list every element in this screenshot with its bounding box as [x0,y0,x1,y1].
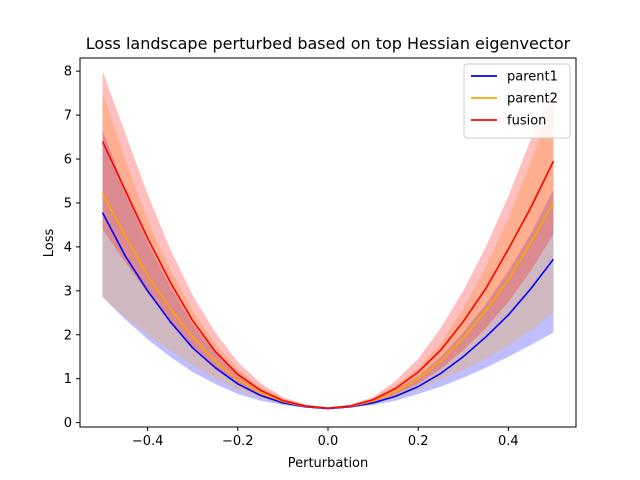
y-tick-label: 7 [64,109,72,124]
y-tick-label: 5 [64,196,72,211]
x-axis-ticks: −0.4 −0.2 0.0 0.2 0.4 [132,427,519,449]
line-fusion [101,141,555,409]
x-tick-label: 0.0 [318,434,339,449]
x-tick-label: 0.2 [408,434,429,449]
x-tick-label: −0.4 [132,434,164,449]
legend-label-parent1: parent1 [507,70,558,85]
legend: parent1 parent2 fusion [463,63,571,139]
y-tick-label: 1 [64,372,72,387]
y-tick-label: 8 [64,65,72,80]
y-tick-label: 4 [64,240,72,255]
x-axis-label: Perturbation [288,456,369,471]
y-axis-ticks: 0 1 2 3 4 5 6 7 8 [64,65,80,431]
x-tick-label: 0.4 [498,434,519,449]
legend-label-parent2: parent2 [507,92,558,107]
legend-label-fusion: fusion [507,114,546,129]
y-tick-label: 3 [64,284,72,299]
y-axis-label: Loss [42,229,57,258]
y-tick-label: 6 [64,153,72,168]
y-tick-label: 0 [64,416,72,431]
series-lines [101,141,555,410]
y-tick-label: 2 [64,328,72,343]
chart-title: Loss landscape perturbed based on top He… [86,34,571,53]
x-tick-label: −0.2 [222,434,254,449]
